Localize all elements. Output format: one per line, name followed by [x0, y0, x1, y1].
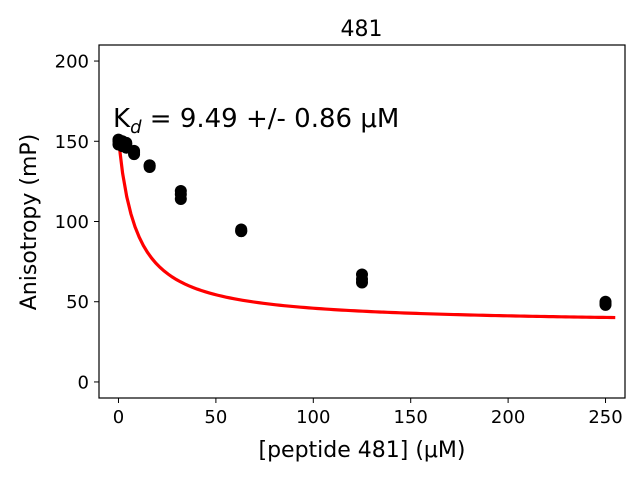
- x-tick-label: 0: [113, 407, 124, 428]
- fit-curve-line: [116, 139, 616, 320]
- data-point: [128, 144, 141, 157]
- y-tick-label: 50: [66, 292, 89, 313]
- y-tick-label: 150: [55, 132, 89, 153]
- data-points: [112, 133, 612, 311]
- axes-frame: [98, 44, 626, 399]
- y-axis-ticks: 0 50 100 150 200: [55, 52, 99, 393]
- x-axis-label: [peptide 481] (μM): [259, 438, 466, 463]
- y-axis-label: Anisotropy (mP): [17, 134, 42, 311]
- data-point: [599, 295, 612, 308]
- y-tick-label: 0: [78, 372, 89, 393]
- kd-annotation-value: = 9.49 +/- 0.86 μM: [142, 104, 400, 134]
- chart-title: 481: [341, 17, 383, 42]
- kd-annotation: Kd = 9.49 +/- 0.86 μM: [113, 104, 399, 138]
- data-point: [174, 185, 187, 198]
- y-tick-label: 200: [55, 52, 89, 73]
- y-tick-label: 100: [55, 212, 89, 233]
- data-point: [356, 268, 368, 281]
- x-tick-label: 200: [491, 407, 525, 428]
- kd-annotation-k: K: [113, 104, 131, 134]
- data-point: [143, 159, 156, 172]
- x-tick-label: 100: [296, 407, 330, 428]
- x-axis-ticks: 0 50 100 150 200 250: [113, 398, 623, 428]
- x-tick-label: 50: [204, 407, 227, 428]
- plot-area: [98, 44, 626, 399]
- data-point: [120, 136, 133, 149]
- data-point: [235, 223, 248, 236]
- x-tick-label: 250: [588, 407, 622, 428]
- kd-annotation-subscript: d: [130, 117, 142, 138]
- x-tick-label: 150: [394, 407, 428, 428]
- fit-curve-layer: [116, 139, 616, 320]
